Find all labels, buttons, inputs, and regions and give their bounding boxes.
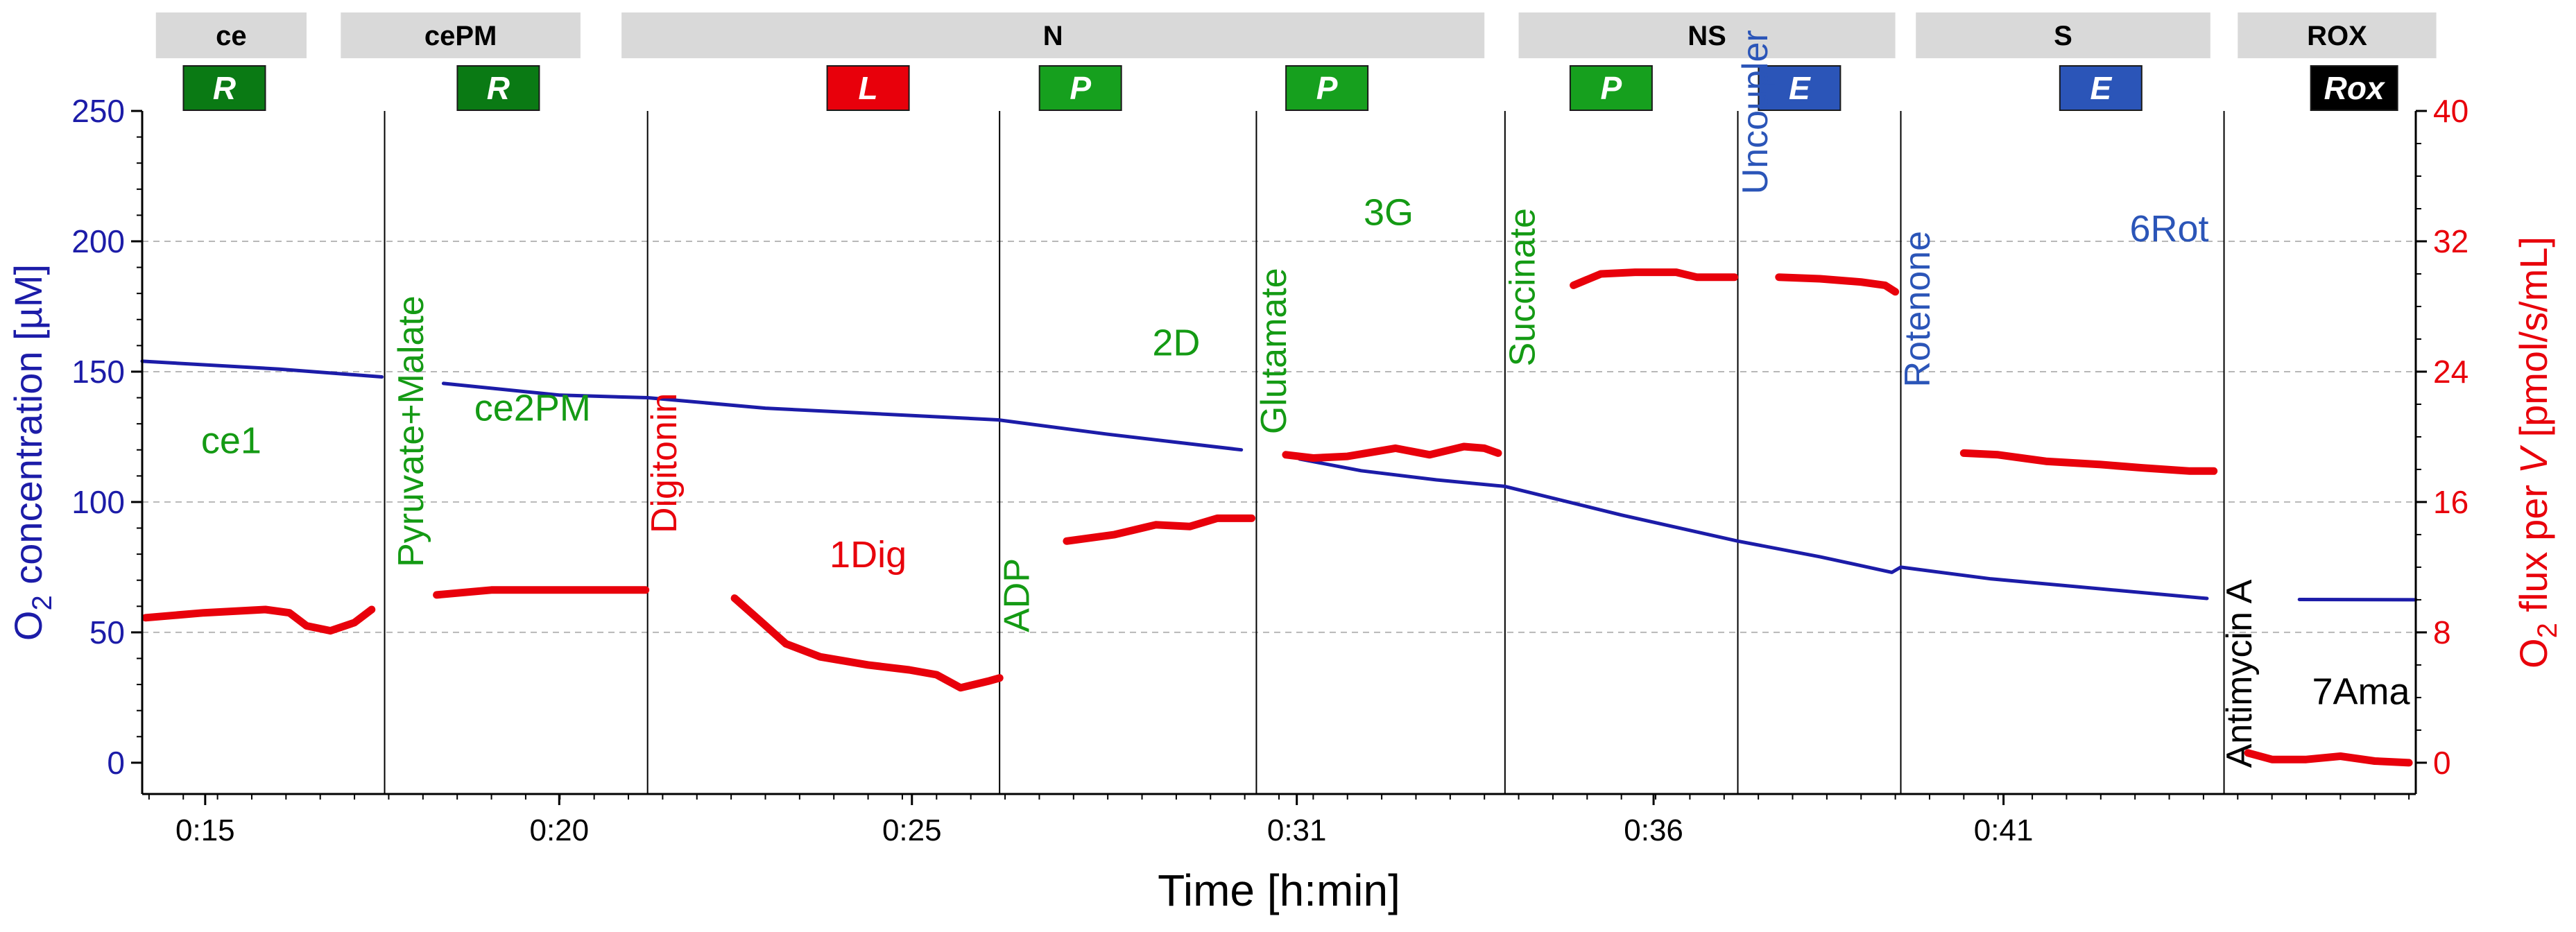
phase-label: cePM [424, 21, 497, 51]
concentration-segment [140, 359, 384, 379]
titration-label: Uncoupler [1735, 30, 1776, 194]
titration-label: Succinate [1502, 208, 1543, 366]
data-series [140, 268, 2418, 767]
segment-label: ce1 [201, 420, 261, 461]
y-right-title-part: O [2511, 638, 2555, 668]
state-badge-label: R [213, 70, 236, 106]
y-right-tick-label: 40 [2433, 93, 2468, 129]
phase-label: N [1043, 21, 1063, 51]
segment-label: 1Dig [830, 534, 907, 576]
concentration-segment [441, 381, 1244, 452]
flux-segment [730, 594, 1004, 692]
state-badge [1038, 65, 1122, 111]
state-badge-label: P [1316, 70, 1338, 106]
y-right-tick-label: 8 [2433, 614, 2451, 650]
phase-bar [2238, 12, 2437, 58]
x-axis-title: Time [h:min] [1158, 865, 1400, 915]
flux-segment [141, 605, 376, 635]
state-badge-label: Rox [2324, 70, 2386, 106]
state-badge [2310, 65, 2398, 111]
flux-segment [1775, 273, 1900, 296]
y-left-tick-label: 100 [71, 484, 125, 520]
state-badge-label: E [2090, 70, 2112, 106]
y-left-tick-label: 50 [89, 614, 125, 650]
phase-bar [155, 12, 307, 58]
y-right-tick-label: 16 [2433, 484, 2468, 520]
flux-segment [1570, 268, 1739, 289]
axes: 0 50 100 150 200 250 0 8 16 24 32 40 0:15 0:20 0:25 0:3… [6, 93, 2563, 915]
x-tick-label: 0:15 [175, 813, 235, 847]
phase-label: S [2054, 21, 2072, 51]
y-right-title-italic: V [2511, 445, 2555, 474]
phase-bar [341, 12, 581, 58]
flux-segment [1063, 514, 1255, 545]
flux-segment [1959, 449, 2218, 475]
x-tick-label: 0:25 [882, 813, 942, 847]
state-badge-label: P [1601, 70, 1622, 106]
x-tick-label: 0:20 [529, 813, 589, 847]
phase-label: ROX [2307, 21, 2367, 51]
state-badge [182, 65, 266, 111]
phase-label: ce [216, 21, 247, 51]
y-right-axis-title: O2 flux per V [pmol/s/mL] [2511, 236, 2563, 668]
phase-label: NS [1688, 21, 1726, 51]
flux-segment [1282, 442, 1502, 462]
state-badge-label: L [859, 70, 878, 106]
gridlines [142, 240, 2416, 633]
o2-concentration-series [140, 359, 2418, 602]
titration-label: Antimycin A [2219, 579, 2260, 768]
state-badge [456, 65, 540, 111]
state-badge [826, 65, 910, 111]
y-right-title-part: [pmol/s/mL] [2511, 236, 2555, 448]
y-right-tick-label: 0 [2433, 745, 2451, 781]
state-badge-label: R [487, 70, 510, 106]
state-badge [1569, 65, 1653, 111]
titration-label: Pyruvate+Malate [391, 295, 431, 567]
titration-label: Digitonin [644, 393, 685, 533]
flux-segment [2244, 749, 2413, 767]
titration-label: Glutamate [1254, 268, 1294, 434]
y-left-tick-label: 150 [71, 354, 125, 390]
phase-header: ce cePM N NS S ROX R R L P P P E E Rox [155, 12, 2437, 111]
y-right-tick-label: 24 [2433, 354, 2468, 390]
y-right-tick-label: 32 [2433, 223, 2468, 259]
state-badge [1285, 65, 1369, 111]
phase-bar [1916, 12, 2210, 58]
titration-label: Rotenone [1898, 231, 1938, 388]
y-left-title-part: concentration [µM] [6, 264, 50, 595]
x-tick-label: 0:36 [1624, 813, 1683, 847]
y-left-title-part: O [6, 611, 50, 641]
state-badge [1758, 65, 1841, 111]
concentration-segment [1298, 457, 2209, 601]
titration-label: ADP [997, 558, 1038, 632]
segment-label: 2D [1152, 322, 1200, 363]
o2-flux-series [141, 268, 2413, 767]
x-tick-label: 0:31 [1267, 813, 1327, 847]
x-tick-label: 0:41 [1974, 813, 2034, 847]
annotations: Pyruvate+Malate Digitonin ADP Glutamate Succ… [201, 30, 2411, 768]
segment-label: 7Ama [2312, 671, 2410, 712]
segment-label: 6Rot [2130, 208, 2209, 250]
state-badge [2059, 65, 2143, 111]
y-left-tick-label: 250 [71, 93, 125, 129]
flux-segment [433, 586, 650, 599]
y-right-title-subscript: 2 [2532, 623, 2563, 638]
state-badge-label: P [1070, 70, 1091, 106]
segment-label: ce2PM [474, 387, 591, 429]
y-right-title-part: flux per [2511, 474, 2555, 623]
y-left-tick-label: 200 [71, 223, 125, 259]
y-left-tick-label: 0 [107, 745, 125, 781]
state-badge-label: E [1789, 70, 1811, 106]
phase-bar [621, 12, 1485, 58]
y-left-axis-title: O2 concentration [µM] [6, 264, 58, 641]
y-left-title-subscript: 2 [27, 595, 58, 610]
segment-label: 3G [1364, 191, 1414, 233]
phase-bar [1518, 12, 1896, 58]
